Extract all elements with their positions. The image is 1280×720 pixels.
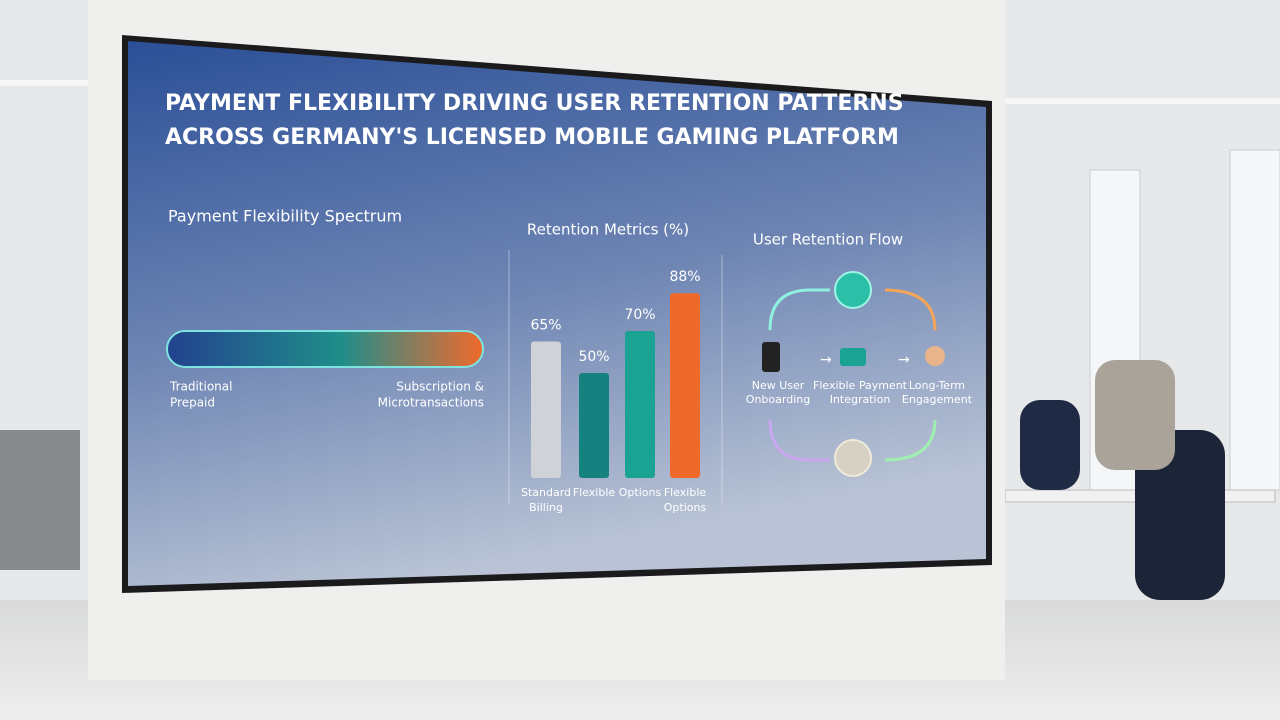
x-tick-label: Flexible: [573, 486, 616, 499]
screen-content: PAYMENT FLEXIBILITY DRIVING USER RETENTI…: [165, 91, 973, 514]
flow-arrow: [768, 288, 830, 331]
person-icon: [925, 346, 945, 366]
phone-icon: [762, 342, 780, 372]
person: [1095, 360, 1175, 470]
data-label: 65%: [530, 318, 561, 334]
flow-step-label: Flexible Payment: [813, 379, 908, 392]
section-title: Payment Flexibility Spectrum: [168, 207, 402, 226]
arrow: →: [898, 352, 910, 368]
flow-arrow: [884, 419, 937, 462]
data-label: 50%: [578, 349, 609, 365]
flow-step-label: Engagement: [902, 393, 973, 406]
card-icon: [840, 348, 866, 366]
section-title: User Retention Flow: [753, 231, 903, 249]
person: [1020, 400, 1080, 490]
bar: [531, 341, 561, 478]
flow-step-label: Long-Term: [909, 379, 965, 392]
spectrum-bar: [166, 330, 484, 368]
flow-step-label: Integration: [830, 393, 891, 406]
flow-icon: [834, 439, 872, 477]
spectrum-label: Prepaid: [170, 396, 215, 410]
x-tick-label: Options: [619, 486, 662, 499]
ceiling-light: [0, 80, 90, 86]
bar: [625, 331, 655, 478]
spectrum-label: Traditional: [169, 380, 232, 394]
flow-step-label: Onboarding: [746, 393, 810, 406]
window: [1229, 149, 1280, 491]
data-label: 70%: [624, 307, 655, 323]
person: [1135, 430, 1225, 600]
flow-step-label: New User: [752, 379, 805, 392]
screen: [128, 41, 986, 586]
flow-arrow: [884, 288, 937, 331]
bar: [579, 373, 609, 478]
arrow: →: [820, 352, 832, 368]
ceiling-light: [1005, 98, 1280, 104]
title: ACROSS GERMANY'S LICENSED MOBILE GAMING …: [165, 125, 899, 150]
chart-title: Retention Metrics (%): [527, 221, 689, 239]
spectrum-label: Microtransactions: [378, 396, 484, 410]
spectrum-label: Subscription &: [396, 380, 484, 394]
flow-arrow: [768, 419, 830, 462]
flow-icon: [834, 271, 872, 309]
x-tick-label: Flexible Options: [664, 486, 707, 514]
person-group: [0, 430, 80, 570]
bar: [670, 293, 700, 478]
x-tick-label: Standard Billing: [521, 486, 571, 514]
title: PAYMENT FLEXIBILITY DRIVING USER RETENTI…: [165, 91, 904, 116]
data-label: 88%: [669, 269, 700, 285]
